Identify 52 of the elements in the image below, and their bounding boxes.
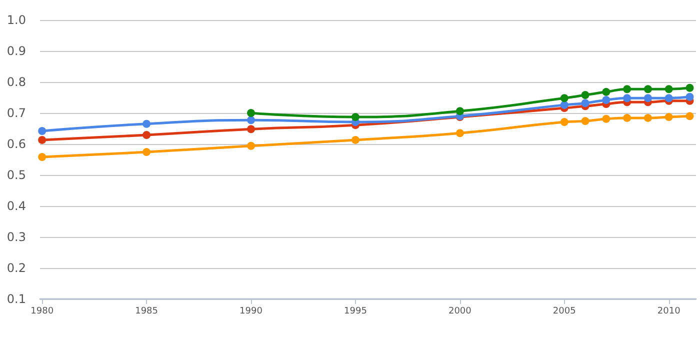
point [247,109,256,117]
point [560,100,568,109]
x-tick-label: 2010 [657,306,681,316]
point [38,126,46,135]
point [664,85,673,94]
point [38,136,46,144]
point [351,136,360,144]
point [623,114,632,122]
y-tick-label: 0.5 [6,168,26,182]
point [686,84,694,92]
point [623,94,632,102]
point [644,94,652,102]
y-tick-label: 0.6 [6,137,26,151]
point [456,129,464,138]
y-tick-label: 1.0 [6,13,26,27]
x-tick-label: 2005 [552,306,576,316]
x-tick-label: 1985 [135,306,158,316]
point [38,153,46,162]
point [686,92,694,101]
point [602,88,610,96]
x-tick-label: 1990 [240,306,263,316]
point [142,148,151,156]
point [247,142,256,150]
point [142,120,151,128]
x-tick-label: 1980 [30,306,54,316]
point [644,85,652,94]
point [456,107,464,116]
point [247,125,256,134]
point [142,131,151,140]
x-tick-label: 1995 [344,306,367,316]
point [351,113,360,122]
point [602,114,610,123]
x-tick-label: 2000 [448,306,472,316]
point [623,85,632,94]
point [664,113,673,122]
point [644,114,652,122]
y-tick-label: 0.9 [6,44,26,58]
y-tick-label: 0.2 [6,261,26,275]
y-tick-label: 0.1 [6,292,26,306]
point [247,116,256,124]
point [560,118,568,126]
point [560,94,568,102]
point [581,117,590,126]
point [664,94,673,102]
point [581,91,590,100]
point [686,112,694,120]
point [602,96,610,104]
y-tick-label: 0.3 [6,230,26,244]
y-tick-label: 0.7 [6,106,26,120]
y-tick-label: 0.4 [6,199,26,213]
point [581,99,590,108]
y-tick-label: 0.8 [6,75,26,89]
